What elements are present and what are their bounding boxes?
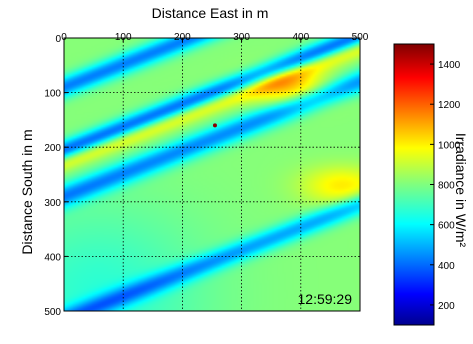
x-tick-label: 200 xyxy=(174,32,191,43)
colorbar-tick-label: 1000 xyxy=(438,140,461,151)
colorbar-tick-label: 400 xyxy=(438,261,455,272)
colorbar-label: Irradiance in W/m² xyxy=(453,133,469,248)
colorbar-tick-label: 1200 xyxy=(438,100,461,111)
x-tick-label: 300 xyxy=(233,32,250,43)
heatmap-image xyxy=(64,38,360,311)
timestamp-label: 12:59:29 xyxy=(298,291,353,307)
colorbar-tick-label: 600 xyxy=(438,221,455,232)
colorbar xyxy=(393,43,435,326)
y-axis-label: Distance South in m xyxy=(19,129,35,254)
x-tick-label: 400 xyxy=(292,32,309,43)
grid-lines xyxy=(64,38,360,311)
x-tick-label: 500 xyxy=(352,32,369,43)
y-tick-label: 200 xyxy=(44,143,61,154)
y-tick-label: 100 xyxy=(44,89,61,100)
colorbar-tick-label: 200 xyxy=(438,301,455,312)
x-tick-label: 100 xyxy=(115,32,132,43)
plot-frame xyxy=(63,37,361,312)
colorbar-ticks: 200 400 600 800 1000 1200 1400 xyxy=(430,60,461,312)
chart-title: Distance East in m xyxy=(152,5,269,21)
colorbar-tick-label: 800 xyxy=(438,181,455,192)
colorbar-tick-label: 1400 xyxy=(438,60,461,71)
y-tick-label: 500 xyxy=(44,307,61,318)
y-axis-ticks: 0 100 200 300 400 500 xyxy=(44,34,68,318)
location-marker xyxy=(212,123,217,128)
y-tick-label: 300 xyxy=(44,198,61,209)
y-tick-label: 400 xyxy=(44,252,61,263)
y-tick-label: 0 xyxy=(55,34,61,45)
